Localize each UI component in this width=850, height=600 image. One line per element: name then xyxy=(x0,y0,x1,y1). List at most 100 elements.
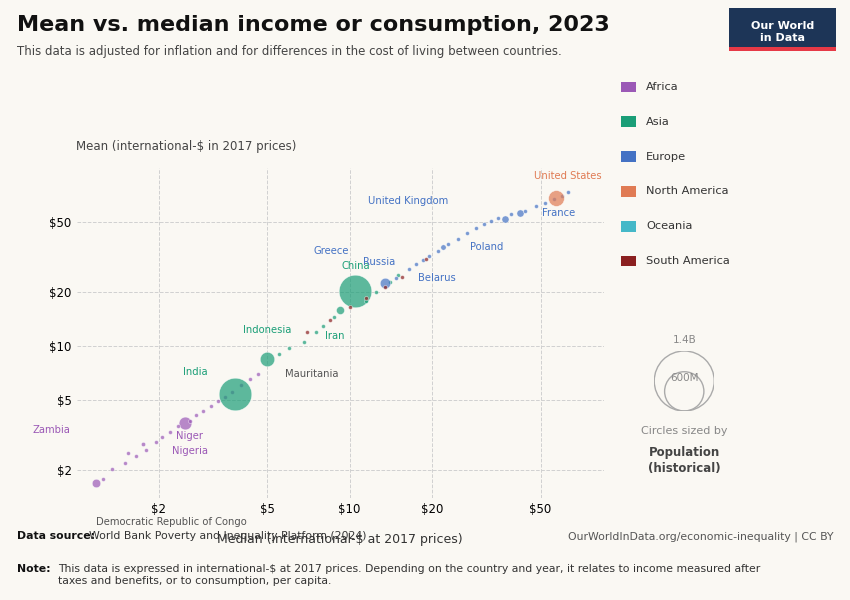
Point xyxy=(228,389,241,398)
Point xyxy=(378,278,392,288)
Point xyxy=(422,251,436,261)
Text: Our World: Our World xyxy=(751,21,814,31)
Point xyxy=(324,315,337,325)
Point xyxy=(212,397,225,406)
Point xyxy=(469,223,483,233)
Point xyxy=(484,216,498,226)
Point xyxy=(491,213,505,223)
Text: Africa: Africa xyxy=(646,82,678,92)
Text: Iran: Iran xyxy=(325,331,344,341)
Point xyxy=(547,194,561,204)
Text: Population
(historical): Population (historical) xyxy=(648,446,721,475)
Text: North America: North America xyxy=(646,187,728,196)
Point xyxy=(477,219,490,229)
Point xyxy=(243,374,257,384)
Point xyxy=(96,474,110,484)
Text: Europe: Europe xyxy=(646,152,686,161)
Point xyxy=(419,254,433,263)
Point xyxy=(382,277,396,286)
Point xyxy=(389,274,403,283)
Text: South America: South America xyxy=(646,256,730,266)
Text: 600M: 600M xyxy=(670,373,699,383)
Point xyxy=(105,464,119,473)
Point xyxy=(196,406,210,416)
Point xyxy=(122,448,135,458)
Text: Zambia: Zambia xyxy=(33,425,71,435)
Text: China: China xyxy=(341,260,370,271)
Point xyxy=(204,401,218,411)
Point xyxy=(316,321,330,331)
Text: This data is expressed in international-$ at 2017 prices. Depending on the count: This data is expressed in international-… xyxy=(58,564,760,586)
Point xyxy=(261,354,275,364)
Text: Oceania: Oceania xyxy=(646,221,693,231)
Point xyxy=(139,445,153,455)
Point xyxy=(89,478,103,488)
Text: This data is adjusted for inflation and for differences in the cost of living be: This data is adjusted for inflation and … xyxy=(17,45,562,58)
Point xyxy=(555,191,569,200)
Point xyxy=(309,327,322,337)
Point xyxy=(561,188,575,197)
Point xyxy=(391,271,405,280)
Text: Democratic Republic of Congo: Democratic Republic of Congo xyxy=(96,517,246,527)
Point xyxy=(369,287,382,297)
Point xyxy=(409,259,422,268)
Point xyxy=(451,234,465,244)
Text: Greece: Greece xyxy=(314,247,349,256)
Text: Mean (international-$ in 2017 prices): Mean (international-$ in 2017 prices) xyxy=(76,140,297,153)
Point xyxy=(225,388,239,397)
Point xyxy=(504,209,518,219)
Point xyxy=(301,327,314,337)
Point xyxy=(155,432,168,442)
Text: India: India xyxy=(183,367,207,377)
Point xyxy=(513,208,527,218)
Point xyxy=(136,440,150,449)
Text: France: France xyxy=(541,208,575,218)
Point xyxy=(343,302,356,312)
Point xyxy=(118,458,132,468)
Point xyxy=(538,198,552,208)
Point xyxy=(461,229,474,238)
Point xyxy=(129,452,143,461)
Text: Russia: Russia xyxy=(364,257,395,267)
Point xyxy=(360,296,373,305)
Point xyxy=(378,282,392,292)
Point xyxy=(163,427,177,437)
Point xyxy=(218,392,232,401)
Text: Mean vs. median income or consumption, 2023: Mean vs. median income or consumption, 2… xyxy=(17,15,609,35)
Point xyxy=(360,293,373,303)
Point xyxy=(549,193,563,203)
Point xyxy=(234,380,247,390)
Text: World Bank Poverty and Inequality Platform (2024): World Bank Poverty and Inequality Platfo… xyxy=(89,531,366,541)
Text: Note:: Note: xyxy=(17,564,51,574)
Text: Niger: Niger xyxy=(176,431,202,440)
Text: Belarus: Belarus xyxy=(418,274,456,283)
Text: Median (international-$ at 2017 prices): Median (international-$ at 2017 prices) xyxy=(218,533,462,547)
Point xyxy=(328,313,342,322)
Point xyxy=(333,305,347,314)
Text: 1.4B: 1.4B xyxy=(672,335,696,345)
Point xyxy=(529,202,542,211)
Point xyxy=(402,265,416,274)
Point xyxy=(518,206,532,215)
Point xyxy=(171,421,184,431)
Point xyxy=(149,437,162,446)
Text: Nigeria: Nigeria xyxy=(172,446,207,457)
Text: Circles sized by: Circles sized by xyxy=(641,426,728,436)
Point xyxy=(183,416,196,425)
Text: United States: United States xyxy=(535,172,602,181)
Point xyxy=(190,410,203,420)
Point xyxy=(272,349,286,359)
Point xyxy=(282,343,296,352)
Point xyxy=(178,418,192,428)
Text: in Data: in Data xyxy=(760,33,805,43)
Point xyxy=(251,369,264,379)
Text: Poland: Poland xyxy=(471,242,504,252)
Point xyxy=(442,239,456,248)
Point xyxy=(348,286,362,295)
Text: Asia: Asia xyxy=(646,117,670,127)
Text: Indonesia: Indonesia xyxy=(243,325,292,335)
Text: Data source:: Data source: xyxy=(17,531,95,541)
Point xyxy=(298,337,311,347)
Text: United Kingdom: United Kingdom xyxy=(368,196,449,206)
Point xyxy=(436,242,450,252)
